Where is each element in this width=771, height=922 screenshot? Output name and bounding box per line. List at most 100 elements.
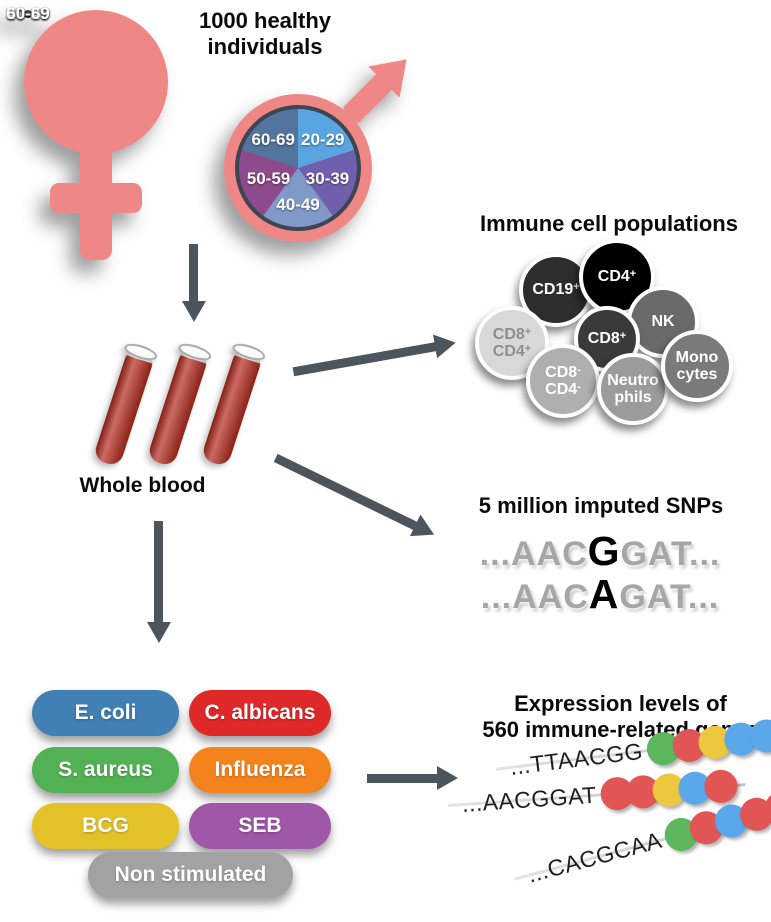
arrow-shaft [292, 341, 440, 376]
cell-label-text: CD8 [545, 363, 578, 381]
cell-label-sup: - [577, 381, 581, 393]
cell-label: CD19+ [532, 281, 579, 298]
cell-label-text: NK [651, 313, 675, 331]
stimulus-label: C. albicans [204, 701, 316, 724]
arrow-head [147, 622, 171, 643]
cell-label-sup: + [524, 343, 532, 355]
whole-blood-label: Whole blood [79, 474, 206, 497]
cell-circle-neutrophils: Neutro phils [597, 353, 669, 425]
age-segment-label: 50-59 [6, 4, 50, 23]
male-age-pie-chart: 20-29 30-39 40-49 50-59 60-69 [235, 105, 361, 231]
age-segment-label: 40-49 [6, 4, 50, 23]
stimulus-pill-calbicans: C. albicans [189, 690, 331, 736]
stimulus-pill-bcg: BCG [32, 803, 179, 849]
cell-label-text: CD4 [597, 268, 630, 286]
female-symbol-crossbar [50, 183, 142, 213]
snp-seq-post: GAT... [619, 578, 720, 616]
stimulus-label: Non stimulated [114, 863, 267, 886]
cell-label-text: CD4 [545, 381, 578, 398]
cell-label-text: Mono [675, 348, 719, 366]
arrow-head [432, 330, 458, 359]
snp-seq-pre: ...AAC [479, 535, 588, 573]
age-segment-label: 60-69 [251, 129, 295, 149]
cell-label: CD4- [545, 381, 581, 398]
arrow-blood-to-stimuli [147, 521, 171, 643]
age-segment-label: 50-59 [246, 168, 291, 188]
age-segment-label: 40-49 [276, 194, 320, 214]
stimulus-label: E. coli [74, 701, 137, 724]
cell-label-text: CD4 [492, 343, 525, 360]
arrow-shaft [367, 773, 441, 783]
blood-tube-icon [200, 340, 267, 468]
arrow-blood-to-cells [291, 330, 458, 383]
arrow-head [437, 766, 458, 790]
arrow-blood-to-snps [271, 447, 440, 546]
expression-title-line1: Expression levels of [514, 691, 727, 716]
cell-label: cytes [677, 366, 718, 383]
stimulus-pill-saureus: S. aureus [32, 747, 179, 793]
stimulus-label: Influenza [214, 758, 306, 781]
arrow-stimuli-to-expression [367, 766, 458, 790]
snp-sequence-2: ...AACAGAT... [430, 571, 770, 618]
strand-sequence: ...AACGGAT [461, 781, 598, 817]
age-segment-label: 60-69 [6, 4, 50, 23]
female-age-pie-chart: 20-29 30-39 40-49 50-59 60-69 [6, 4, 49, 23]
age-segment-label: 20-29 [6, 4, 50, 23]
cell-label-sup: + [524, 325, 532, 338]
blood-tube-icon [146, 340, 213, 468]
cell-label-sup: + [619, 330, 627, 343]
stimulus-pill-ecoli: E. coli [32, 690, 179, 736]
arrow-shaft [273, 453, 421, 532]
snp-sequence-1: ...AACGGAT... [430, 528, 770, 575]
cell-label: phils [614, 389, 651, 406]
snp-seq-pre: ...AAC [480, 578, 589, 616]
cell-label-sup: + [629, 268, 637, 281]
cell-label: CD4+ [493, 343, 531, 360]
cell-circle-monocytes: Mono cytes [661, 330, 733, 402]
cell-label-sup: - [577, 363, 581, 376]
blood-tube-icon [92, 340, 159, 468]
cell-label: CD4+ [598, 268, 636, 285]
cell-label-sup: + [573, 281, 580, 294]
cell-label-text: Neutro [607, 371, 659, 389]
tube-rim [176, 340, 213, 364]
cell-label-text: phils [614, 389, 652, 406]
cell-label-text: CD8 [587, 330, 620, 348]
strand-sequence: ...CACGCAA [524, 826, 665, 888]
snps-title: 5 million imputed SNPs [478, 493, 724, 518]
immune-cells-title: Immune cell populations [480, 211, 738, 236]
male-symbol: 20-29 30-39 40-49 50-59 60-69 [222, 43, 432, 254]
stimulus-label: S. aureus [58, 758, 153, 781]
cell-label: Mono [676, 349, 719, 366]
female-symbol-ring [24, 10, 168, 154]
expression-dots [595, 768, 739, 811]
stimulus-pill-seb: SEB [189, 803, 331, 849]
blood-tubes [92, 340, 286, 477]
snp-variant-letter: A [588, 571, 620, 617]
arrow-head [182, 301, 206, 322]
cell-label-text: CD8 [492, 325, 525, 343]
arrow-shaft [154, 521, 164, 626]
tube-rim [122, 340, 159, 364]
red-dot [703, 768, 739, 804]
strand-sequence: ...TTAACGG [508, 737, 645, 780]
stimulus-label: SEB [238, 814, 282, 837]
cell-label: Neutro [607, 372, 659, 389]
age-segment-label: 30-39 [6, 4, 50, 23]
cell-label: CD8+ [588, 330, 626, 347]
arrow-shaft [189, 244, 199, 305]
cohort-title: 1000 healthy individuals [198, 8, 332, 59]
female-symbol: 20-29 30-39 40-49 50-59 60-69 [6, 4, 224, 260]
stimulus-pill-influenza: Influenza [189, 747, 331, 793]
snp-variant-letter: G [587, 528, 621, 574]
cell-circle-cd8neg-cd4neg: CD8- CD4- [526, 344, 600, 418]
stimulus-label: BCG [82, 814, 129, 837]
tube-rim [230, 340, 267, 364]
snp-seq-post: GAT... [620, 535, 721, 573]
stimulus-pill-non-stimulated: Non stimulated [88, 852, 293, 898]
cell-label: NK [651, 313, 674, 330]
cell-label: CD8- [545, 364, 581, 381]
cell-label-text: cytes [676, 366, 718, 383]
cell-label: CD8+ [493, 326, 531, 343]
